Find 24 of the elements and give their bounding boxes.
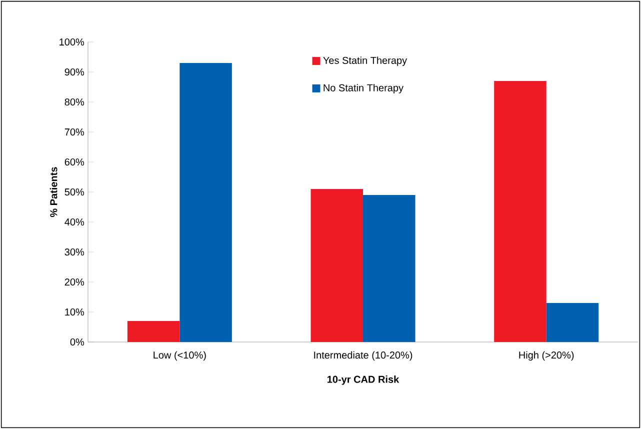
x-tick-label: Low (<10%): [154, 351, 206, 361]
bar: [363, 195, 416, 342]
y-tick-label: 10%: [65, 308, 84, 316]
y-tick-label: 90%: [64, 68, 84, 76]
y-tick-label: 70%: [64, 128, 84, 136]
bar: [494, 81, 546, 342]
legend-label: Yes Statin Therapy: [323, 56, 408, 66]
y-tick-label: 50%: [64, 188, 84, 196]
legend-label: No Statin Therapy: [324, 84, 404, 94]
y-tick-label: 30%: [64, 248, 84, 256]
y-tick-label: 0%: [70, 338, 84, 346]
bar: [310, 188, 364, 342]
bar: [180, 62, 232, 342]
y-axis-title: % Patients: [50, 167, 58, 218]
x-tick-label: Intermediate (10-20%): [314, 351, 412, 361]
x-tick-label: High (>20%): [519, 351, 574, 361]
x-axis-title: 10-yr CAD Risk: [328, 376, 400, 385]
y-tick-label: 80%: [64, 98, 84, 106]
bar: [127, 321, 180, 342]
y-tick-label: 20%: [64, 278, 84, 286]
y-tick-label: 40%: [64, 218, 84, 226]
y-tick-label: 100%: [60, 38, 84, 46]
y-tick-label: 60%: [64, 158, 84, 166]
bar: [546, 303, 599, 342]
